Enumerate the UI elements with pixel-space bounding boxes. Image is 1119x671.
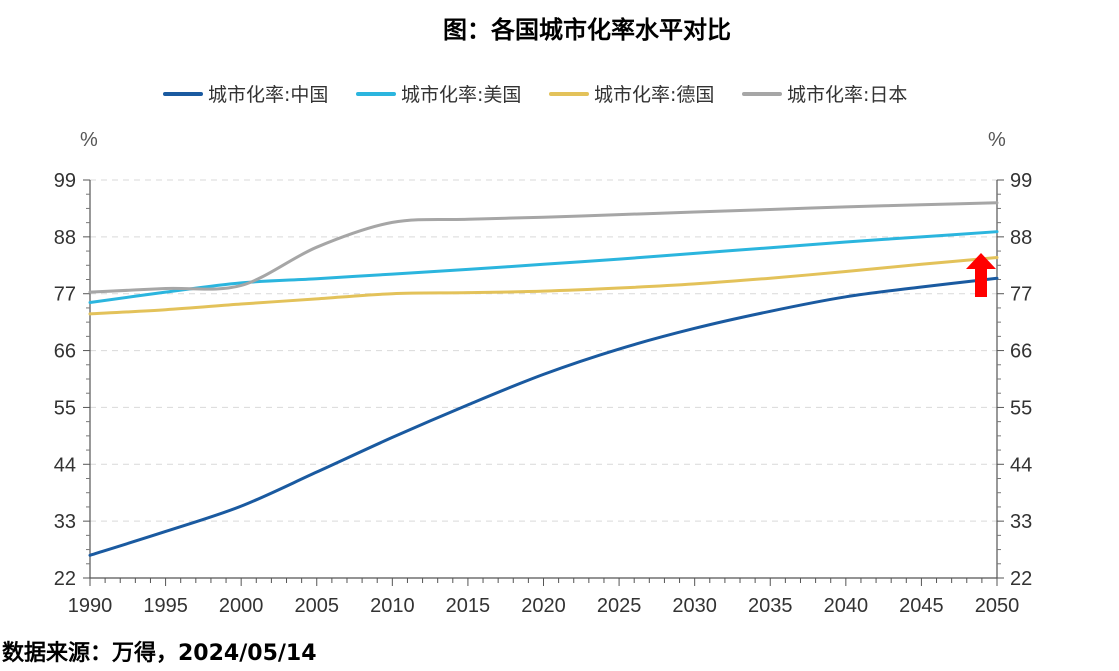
- y-tick-label-right-66: 66: [1010, 341, 1032, 363]
- x-tick-label-1990: 1990: [68, 595, 113, 617]
- series-line-3: [88, 201, 999, 294]
- x-tick-label-2000: 2000: [219, 595, 264, 617]
- y-tick-label-left-77: 77: [54, 284, 76, 306]
- legend: 城市化率:中国 城市化率:美国 城市化率:德国 城市化率:日本: [163, 84, 907, 106]
- x-tick-label-2040: 2040: [824, 595, 869, 617]
- y-tick-label-right-77: 77: [1010, 284, 1032, 306]
- x-tick-label-2020: 2020: [521, 595, 566, 617]
- legend-label-3: 城市化率:日本: [787, 84, 907, 106]
- series-line-1: [88, 230, 999, 304]
- x-tick-label-2030: 2030: [672, 595, 717, 617]
- y-tick-label-left-99: 99: [54, 170, 76, 192]
- gridlines: [90, 179, 997, 522]
- y-tick-label-right-44: 44: [1010, 454, 1032, 476]
- data-source: 数据来源：万得，2024/05/14: [2, 640, 317, 666]
- legend-label-2: 城市化率:德国: [594, 84, 714, 106]
- x-tick-label-2050: 2050: [975, 595, 1020, 617]
- y-tick-label-right-99: 99: [1010, 170, 1032, 192]
- y-axis-unit-right: %: [988, 129, 1006, 151]
- x-tick-label-2025: 2025: [597, 595, 642, 617]
- y-tick-label-left-22: 22: [54, 568, 76, 590]
- legend-label-1: 城市化率:美国: [401, 84, 521, 106]
- y-tick-label-left-44: 44: [54, 454, 76, 476]
- y-tick-label-left-33: 33: [54, 511, 76, 533]
- x-tick-label-1995: 1995: [143, 595, 188, 617]
- y-axis-unit-left: %: [80, 129, 98, 151]
- y-tick-label-right-33: 33: [1010, 511, 1032, 533]
- x-tick-label-2045: 2045: [899, 595, 944, 617]
- chart-title: 图：各国城市化率水平对比: [443, 16, 731, 44]
- x-tick-label-2005: 2005: [295, 595, 340, 617]
- y-tick-label-right-88: 88: [1010, 227, 1032, 249]
- y-tick-label-left-88: 88: [54, 227, 76, 249]
- legend-label-0: 城市化率:中国: [208, 84, 328, 106]
- y-tick-label-left-66: 66: [54, 341, 76, 363]
- x-tick-label-2015: 2015: [446, 595, 491, 617]
- red-up-arrow-icon: [966, 253, 996, 297]
- series-line-2: [88, 256, 999, 316]
- series-line-0: [88, 276, 999, 557]
- y-tick-label-left-55: 55: [54, 397, 76, 419]
- series-lines: [88, 201, 999, 557]
- y-tick-label-right-22: 22: [1010, 568, 1032, 590]
- y-tick-label-right-55: 55: [1010, 397, 1032, 419]
- x-tick-label-2010: 2010: [370, 595, 415, 617]
- x-tick-label-2035: 2035: [748, 595, 793, 617]
- axes: 22 22 33 33 44 44 55 55 66 66 77 77 88 88 99 99 1990 1995…: [54, 170, 1033, 617]
